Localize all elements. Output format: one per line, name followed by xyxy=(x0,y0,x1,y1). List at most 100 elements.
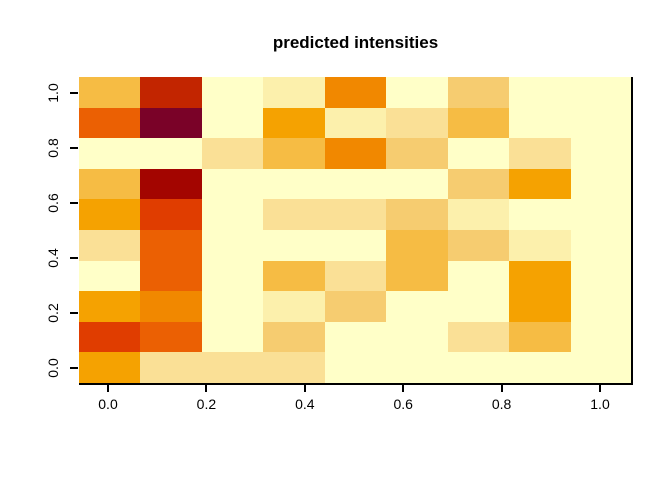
heatmap-cell xyxy=(140,230,202,261)
heatmap-cell xyxy=(263,168,325,200)
heatmap-cell xyxy=(79,352,141,383)
heatmap-cell xyxy=(324,352,387,383)
heatmap-cell xyxy=(570,77,632,108)
heatmap-cell xyxy=(447,77,510,108)
heatmap-cell xyxy=(447,291,510,322)
heatmap-cell xyxy=(324,107,387,139)
heatmap-cell xyxy=(263,291,325,322)
heatmap-cell xyxy=(324,291,387,322)
heatmap-cell xyxy=(201,77,264,108)
y-axis-tick-label: 0.8 xyxy=(45,137,61,158)
heatmap-cell xyxy=(447,199,510,230)
y-axis-tick xyxy=(70,366,78,369)
heatmap-cell xyxy=(509,321,571,353)
heatmap-cell xyxy=(201,321,264,353)
y-axis-tick xyxy=(70,311,78,314)
heatmap-cell xyxy=(509,291,571,322)
x-axis-line xyxy=(79,383,633,385)
x-axis-tick-label: 0.2 xyxy=(196,396,217,412)
heatmap-cell xyxy=(386,107,448,139)
heatmap-cell xyxy=(263,230,325,261)
heatmap-cell xyxy=(140,291,202,322)
heatmap-cell xyxy=(201,199,264,230)
y-axis-tick xyxy=(70,201,78,204)
y-axis-tick xyxy=(70,146,78,149)
heatmap-cell xyxy=(509,199,571,230)
heatmap-cell xyxy=(570,260,632,292)
y-axis-tick-label: 0.0 xyxy=(45,357,61,378)
heatmap-cell xyxy=(509,168,571,200)
x-axis-tick xyxy=(205,385,208,392)
heatmap-cell xyxy=(447,107,510,139)
heatmap-cell xyxy=(386,321,448,353)
heatmap-cell xyxy=(447,230,510,261)
heatmap-cell xyxy=(140,321,202,353)
y-axis-tick-label: 0.2 xyxy=(45,302,61,323)
y-axis: 0.0 0.2 0.4 0.6 0.8 1.0 xyxy=(0,77,79,383)
heatmap-cell xyxy=(263,321,325,353)
heatmap-cell xyxy=(79,107,141,139)
heatmap-cell xyxy=(447,138,510,169)
heatmap-cell xyxy=(570,352,632,383)
heatmap-cell xyxy=(570,199,632,230)
heatmap-cell xyxy=(263,77,325,108)
heatmap-cell xyxy=(447,260,510,292)
heatmap-cell xyxy=(263,199,325,230)
x-axis-tick-label: 0.4 xyxy=(295,396,315,412)
heatmap-cell xyxy=(201,107,264,139)
heatmap-cell xyxy=(263,138,325,169)
heatmap-cell xyxy=(140,352,202,383)
x-axis-tick xyxy=(599,385,601,392)
heatmap-cell xyxy=(201,260,264,292)
heatmap-cell xyxy=(509,230,571,261)
heatmap-cell xyxy=(570,107,632,139)
heatmap-cell xyxy=(447,321,510,353)
heatmap-cell xyxy=(263,260,325,292)
heatmap-cell xyxy=(324,77,387,108)
heatmap-cell xyxy=(386,291,448,322)
heatmap-cell xyxy=(386,352,448,383)
heatmap-cell xyxy=(140,168,202,200)
heatmap-cell xyxy=(79,260,141,292)
y-axis-tick xyxy=(70,91,78,94)
heatmap-cell xyxy=(140,199,202,230)
heatmap-cell xyxy=(509,107,571,139)
heatmap-cell xyxy=(324,199,387,230)
chart-title: predicted intensities xyxy=(272,33,439,52)
heatmap-cell xyxy=(570,168,632,200)
heatmap-cell xyxy=(509,352,571,383)
heatmap-cell xyxy=(79,199,141,230)
heatmap-cell xyxy=(263,107,325,139)
heatmap-grid xyxy=(79,77,632,383)
heatmap-cell xyxy=(79,77,141,108)
x-axis-tick xyxy=(402,385,405,392)
heatmap-cell xyxy=(386,168,448,200)
heatmap-cell xyxy=(570,138,632,169)
heatmap-cell xyxy=(140,138,202,169)
heatmap-cell xyxy=(447,352,510,383)
heatmap-cell xyxy=(509,77,571,108)
x-axis-tick xyxy=(500,385,503,392)
heatmap-cell xyxy=(447,168,510,200)
heatmap-cell xyxy=(324,230,387,261)
heatmap-cell xyxy=(386,77,448,108)
x-axis-tick-label: 0.6 xyxy=(393,396,413,412)
x-axis-tick xyxy=(107,385,109,392)
heatmap-cell xyxy=(570,230,632,261)
heatmap-cell xyxy=(201,168,264,200)
heatmap-cell xyxy=(79,321,141,353)
heatmap-cell xyxy=(509,260,571,292)
x-axis-tick-label: 0.8 xyxy=(491,396,512,412)
heatmap-cell xyxy=(79,138,141,169)
heatmap-cell xyxy=(79,168,141,200)
heatmap-cell xyxy=(509,138,571,169)
heatmap-cell xyxy=(386,260,448,292)
heatmap-cell xyxy=(386,230,448,261)
right-frame-line xyxy=(631,77,633,385)
heatmap-cell xyxy=(201,291,264,322)
heatmap-cell xyxy=(386,199,448,230)
heatmap-cell xyxy=(201,230,264,261)
y-axis-tick-label: 1.0 xyxy=(45,82,61,103)
y-axis-tick xyxy=(70,256,78,259)
